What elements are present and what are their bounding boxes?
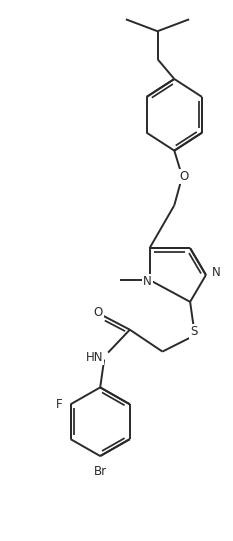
Text: N: N [143, 275, 152, 288]
Text: O: O [94, 306, 103, 319]
Text: Br: Br [94, 465, 107, 478]
Text: N: N [211, 267, 220, 280]
Text: S: S [190, 325, 198, 338]
Text: F: F [55, 398, 62, 411]
Text: HN: HN [86, 351, 103, 364]
Text: O: O [180, 170, 189, 183]
